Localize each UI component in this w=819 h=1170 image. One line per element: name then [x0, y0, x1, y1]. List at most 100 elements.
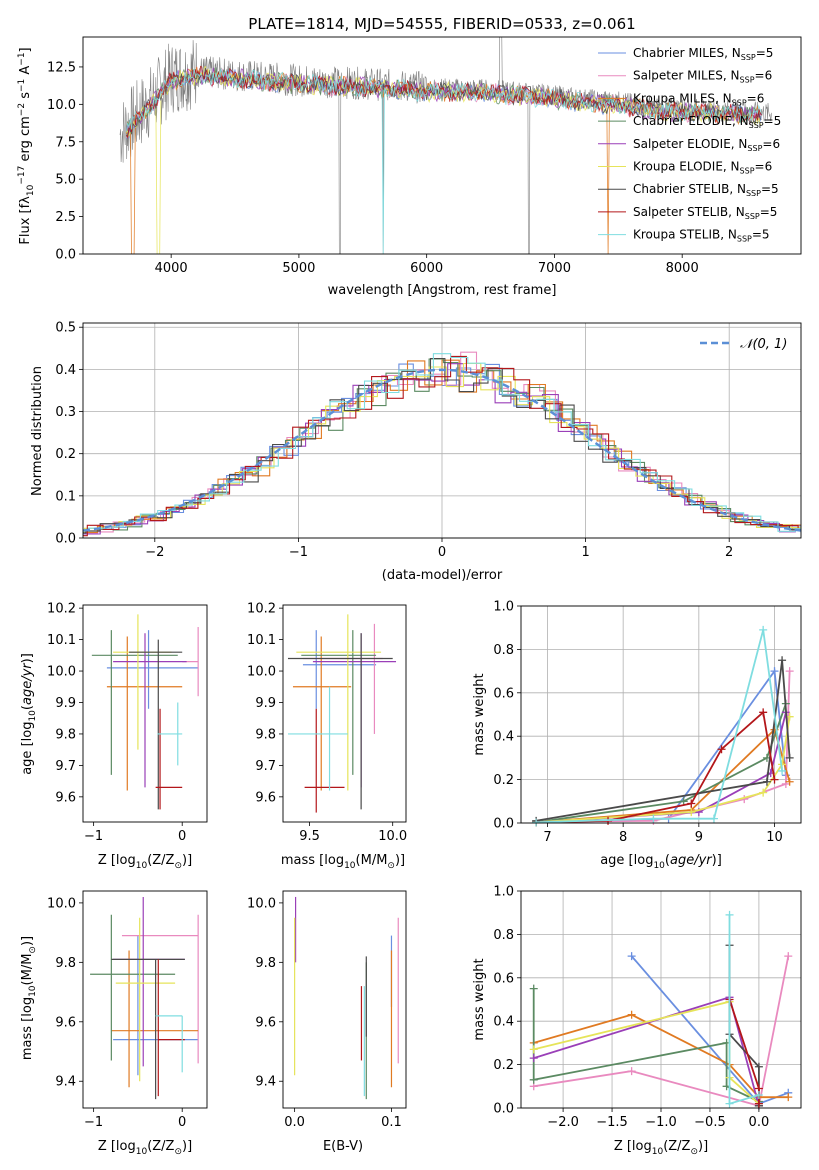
weight_vs_z-series: [529, 910, 793, 1110]
mass-z-xlabel-part: ⊙: [174, 1147, 182, 1157]
hist-series-4: [83, 363, 801, 535]
legend-suffix: =5: [764, 114, 782, 128]
weight_vs_age-series: [532, 625, 794, 827]
weight-age-xlabel-part: 10: [653, 861, 665, 871]
y-tick-label: 10.1: [247, 633, 276, 648]
weight_vs_z-line-1: [533, 955, 790, 1107]
age-z-xlabel-part: 10: [136, 861, 148, 871]
y-tick-label: 9.6: [255, 790, 276, 805]
age_vs_mass-frame: [282, 604, 407, 823]
x-tick-label: −2: [145, 545, 164, 560]
weight_vs_age-marker: [709, 814, 718, 823]
mass-z-ylabel-part: )]: [20, 936, 35, 946]
legend-suffix: =5: [761, 182, 779, 196]
weight-age-xlabel-part: age/yr: [670, 853, 713, 868]
weight-z-xlabel-part: (Z/Z: [663, 1139, 690, 1154]
mass_vs_ebv-points: [294, 896, 399, 1100]
x-tick-label: 0: [178, 829, 186, 844]
legend-entry: Chabrier MILES, NSSP=5: [633, 46, 773, 62]
x-tick-label: 9: [695, 830, 703, 845]
y-tick-label: 9.6: [55, 1015, 76, 1030]
y-tick-label: 10.0: [47, 665, 76, 680]
weight_vs_z-marker: [627, 1010, 636, 1019]
legend-sub: SSP: [746, 189, 761, 198]
y-tick-label: 0.4: [493, 1015, 514, 1030]
x-tick-label: 7: [543, 830, 551, 845]
legend-suffix: =5: [752, 228, 770, 242]
normal-curve: [83, 368, 801, 532]
y-tick-label: 9.6: [255, 1015, 276, 1030]
y-tick-label: 10.0: [247, 896, 276, 911]
figure-title: PLATE=1814, MJD=54555, FIBERID=0533, z=0…: [248, 15, 635, 33]
spectrum-ylabel-part: −2: [17, 103, 27, 116]
x-tick-label: 7000: [538, 261, 571, 276]
legend-entry: Chabrier STELIB, NSSP=5: [633, 182, 779, 198]
hist-series-6: [83, 357, 801, 534]
spectrum-ylabel-part: λ: [18, 196, 33, 204]
mass-z-ylabel-part: ⊙: [28, 946, 38, 954]
weight_vs_age-marker: [759, 788, 768, 797]
x-tick-label: 10: [766, 830, 783, 845]
spectrum-ylabel-part: −1: [17, 52, 27, 65]
weight-age-xlabel: age [log10(age/yr)]: [600, 853, 722, 871]
weight-age-xlabel-part: age [log: [600, 853, 653, 868]
y-tick-label: 9.6: [55, 790, 76, 805]
spectrum-model-2: [126, 66, 762, 254]
weight_vs_z-marker: [754, 1099, 763, 1108]
weight_vs_age-ylabel: mass weight: [472, 673, 487, 755]
weight_vs_z-marker: [529, 984, 538, 993]
age_vs_mass-points: [287, 614, 397, 813]
legend-suffix: =5: [756, 46, 774, 60]
age_vs_z-points: [91, 614, 199, 810]
weight_vs_age-frame: [520, 605, 802, 824]
y-tick-label: 0.6: [493, 686, 514, 701]
age-z-ylabel-part: 10: [28, 710, 38, 722]
mass-z-ylabel: mass [log10(M/M⊙)]: [20, 936, 38, 1060]
weight_vs_age-marker: [649, 814, 658, 823]
weight_vs_age-marker: [687, 808, 696, 817]
mass_vs_ebv-frame: [282, 890, 407, 1109]
legend-sub: SSP: [745, 212, 760, 221]
x-tick-label: 0.1: [381, 1115, 402, 1130]
x-tick-label: −1: [84, 829, 103, 844]
hist-series-7: [83, 355, 801, 537]
legend-sub: SSP: [740, 76, 755, 85]
age_vs_z-axes: −1 0 9.6 9.7 9.8 9.9 10.0 10.1 10.2: [47, 602, 186, 844]
legend-entry: Salpeter MILES, NSSP=6: [633, 69, 772, 85]
legend-sub: SSP: [740, 167, 755, 176]
y-tick-label: 0.1: [55, 489, 76, 504]
legend-label: Salpeter ELODIE, N: [633, 137, 747, 151]
age-z-xlabel-part: (Z/Z: [147, 853, 174, 868]
weight_vs_age-marker: [759, 625, 768, 634]
y-tick-label: 5.0: [55, 173, 76, 188]
hist-xlabel: (data-model)/error: [382, 568, 503, 583]
weight_vs_z-axes: −2.0 −1.5 −1.0 −0.5 0.0 0.0 0.2 0.4 0.6 0.8 1.0: [493, 885, 801, 1130]
y-tick-label: 2.5: [55, 210, 76, 225]
y-tick-label: 1.0: [493, 885, 514, 900]
legend-label: Chabrier MILES, N: [633, 46, 741, 60]
y-tick-label: 10.0: [47, 896, 76, 911]
legend-entry: Kroupa ELODIE, NSSP=6: [633, 160, 772, 176]
weight_vs_z-marker: [627, 952, 636, 961]
legend-entry: Chabrier ELODIE, NSSP=5: [633, 114, 781, 130]
weight_vs_age-marker: [532, 818, 541, 827]
y-tick-label: 0.0: [55, 248, 76, 263]
spectrum-ylabel: Flux [fλ10−17 erg cm−2 s−1 A−1]: [17, 47, 36, 244]
weight-age-xlabel-part: (: [665, 853, 670, 868]
weight_vs_age-marker: [785, 667, 794, 676]
legend-label: Kroupa STELIB, N: [633, 228, 737, 242]
mass_vs_z-axes: −1 0 9.4 9.6 9.8 10.0: [47, 896, 186, 1130]
y-tick-label: 0.8: [493, 928, 514, 943]
weight-z-xlabel: Z [log10(Z/Z⊙)]: [614, 1139, 708, 1157]
normal-legend-label: 𝒩(0, 1): [740, 337, 787, 352]
x-tick-label: 0: [438, 545, 446, 560]
legend-suffix: =6: [762, 137, 780, 151]
spectrum-ylabel-part: Flux [f: [18, 203, 33, 244]
weight-age-xlabel-part: )]: [712, 853, 722, 868]
weight_vs_age-line-6: [535, 660, 791, 822]
weight_vs_age-line-2: [536, 728, 791, 824]
y-tick-label: 9.8: [55, 727, 76, 742]
spectrum-lines: [119, 37, 772, 254]
y-tick-label: 0.6: [493, 971, 514, 986]
y-tick-label: 10.0: [247, 665, 276, 680]
